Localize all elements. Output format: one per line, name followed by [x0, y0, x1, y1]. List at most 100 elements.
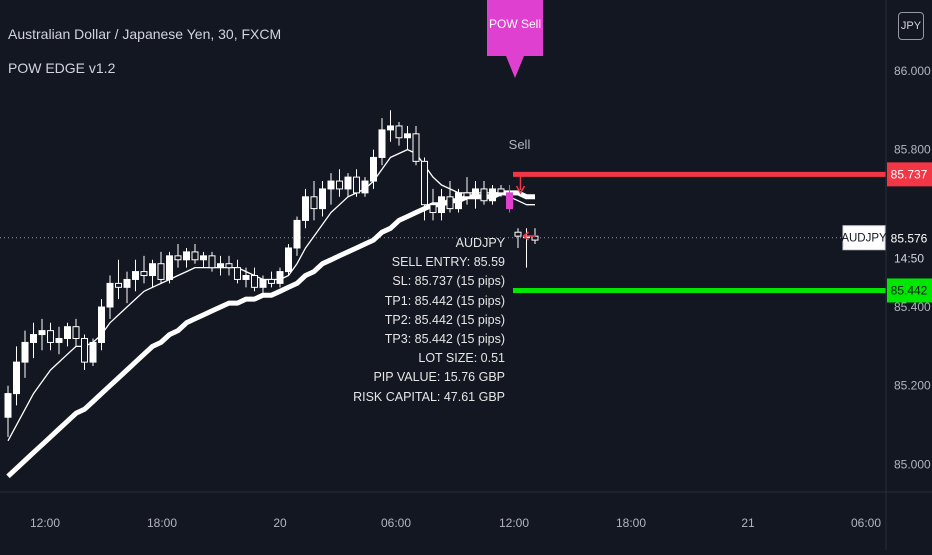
- candle: [319, 181, 326, 217]
- candle-body: [98, 306, 105, 343]
- candle-body: [30, 334, 37, 343]
- candle-body: [361, 180, 369, 194]
- candle: [98, 299, 105, 351]
- countdown-text: 14:50: [894, 252, 924, 266]
- candle: [21, 330, 29, 378]
- candle-body: [157, 263, 165, 280]
- candle: [115, 259, 122, 300]
- candle: [463, 177, 471, 205]
- candle-body: [106, 282, 114, 308]
- candle: [140, 255, 148, 284]
- price-axis-tick: 85.000: [894, 457, 931, 471]
- symbol-title[interactable]: Australian Dollar / Japanese Yen, 30, FX…: [8, 26, 282, 42]
- info-tp1: TP1: 85.442 (15 pips): [384, 293, 505, 308]
- candle: [327, 173, 335, 205]
- candle: [293, 216, 301, 256]
- info-stop-loss: SL: 85.737 (15 pips): [392, 274, 505, 289]
- candle: [183, 247, 190, 268]
- current-price-tag: 85.576 14:50: [887, 223, 932, 268]
- candle: [514, 228, 522, 248]
- price-axis-tick: 85.400: [894, 300, 931, 314]
- candle-body: [132, 271, 139, 280]
- candle: [30, 322, 37, 359]
- candle: [38, 318, 46, 351]
- candle: [132, 259, 139, 292]
- candle: [310, 181, 318, 221]
- candle-body: [438, 196, 445, 214]
- symbol-tag-text: AUDJPY: [841, 233, 887, 245]
- candle: [378, 118, 386, 166]
- candle-body: [506, 192, 513, 210]
- time-axis-tick: 06:00: [851, 516, 881, 530]
- candle-body: [404, 133, 411, 139]
- candle-body: [514, 231, 522, 237]
- candle-body: [446, 196, 454, 210]
- candle-body: [472, 188, 479, 198]
- candle: [455, 188, 462, 213]
- candle-body: [38, 330, 46, 336]
- candle-body: [234, 267, 241, 280]
- candle-body: [140, 271, 148, 277]
- candle-body: [421, 160, 428, 206]
- candle-body: [531, 235, 539, 241]
- candle-body: [463, 192, 471, 198]
- time-axis-tick: 06:00: [381, 516, 411, 530]
- tp-price-tag-text: 85.442: [891, 283, 928, 297]
- candle-body: [115, 282, 122, 288]
- tp-price-tag: 85.442: [887, 278, 932, 303]
- time-axis-tick: 21: [741, 516, 755, 530]
- candle: [64, 322, 71, 347]
- candle-body: [200, 255, 207, 261]
- candle-body: [251, 275, 258, 288]
- candle: [344, 173, 352, 197]
- candle: [234, 259, 241, 284]
- indicator-name[interactable]: POW EDGE v1.2: [8, 60, 116, 76]
- candle: [191, 244, 199, 264]
- candle: [55, 326, 63, 355]
- candle: [251, 267, 258, 292]
- candle-body: [480, 188, 488, 202]
- candle: [429, 188, 437, 221]
- candle-body: [47, 330, 54, 343]
- candle: [497, 184, 505, 197]
- info-sell-entry: SELL ENTRY: 85.59: [391, 255, 505, 270]
- sl-price-tag: 85.737: [887, 162, 932, 187]
- info-tp3: TP3: 85.442 (15 pips): [384, 332, 505, 347]
- candle: [268, 271, 275, 288]
- candle-body: [174, 255, 182, 261]
- candle: [89, 338, 97, 367]
- candle: [225, 255, 233, 276]
- candle-body: [183, 251, 190, 261]
- candle-body: [276, 271, 284, 284]
- candle-body: [13, 361, 20, 395]
- entry-arrow-head-icon: [522, 231, 529, 241]
- candle-body: [268, 278, 275, 284]
- symbol-price-tag: AUDJPY: [841, 225, 887, 251]
- candle-body: [395, 125, 403, 139]
- candle-body: [64, 326, 71, 339]
- candle: [489, 184, 496, 205]
- candle: [438, 188, 445, 221]
- candle: [276, 267, 284, 288]
- candle: [47, 322, 54, 351]
- candle-body: [55, 337, 63, 343]
- candle-body: [302, 196, 309, 221]
- time-axis-tick: 18:00: [147, 516, 177, 530]
- currency-button[interactable]: JPY: [898, 12, 924, 40]
- candle-body: [72, 326, 80, 339]
- candle-body: [429, 204, 437, 214]
- info-risk-capital: RISK CAPITAL: 47.61 GBP: [353, 389, 505, 404]
- candle: [446, 181, 454, 213]
- tp-price-tag-bg: [887, 278, 932, 303]
- candle-body: [412, 133, 420, 162]
- candle: [200, 251, 207, 268]
- candle: [395, 122, 403, 146]
- candle-body: [489, 188, 496, 202]
- candle-body: [378, 129, 386, 158]
- candle: [157, 251, 165, 284]
- candle: [259, 275, 267, 296]
- current-price-bg: [887, 223, 932, 268]
- candle-body: [166, 255, 173, 280]
